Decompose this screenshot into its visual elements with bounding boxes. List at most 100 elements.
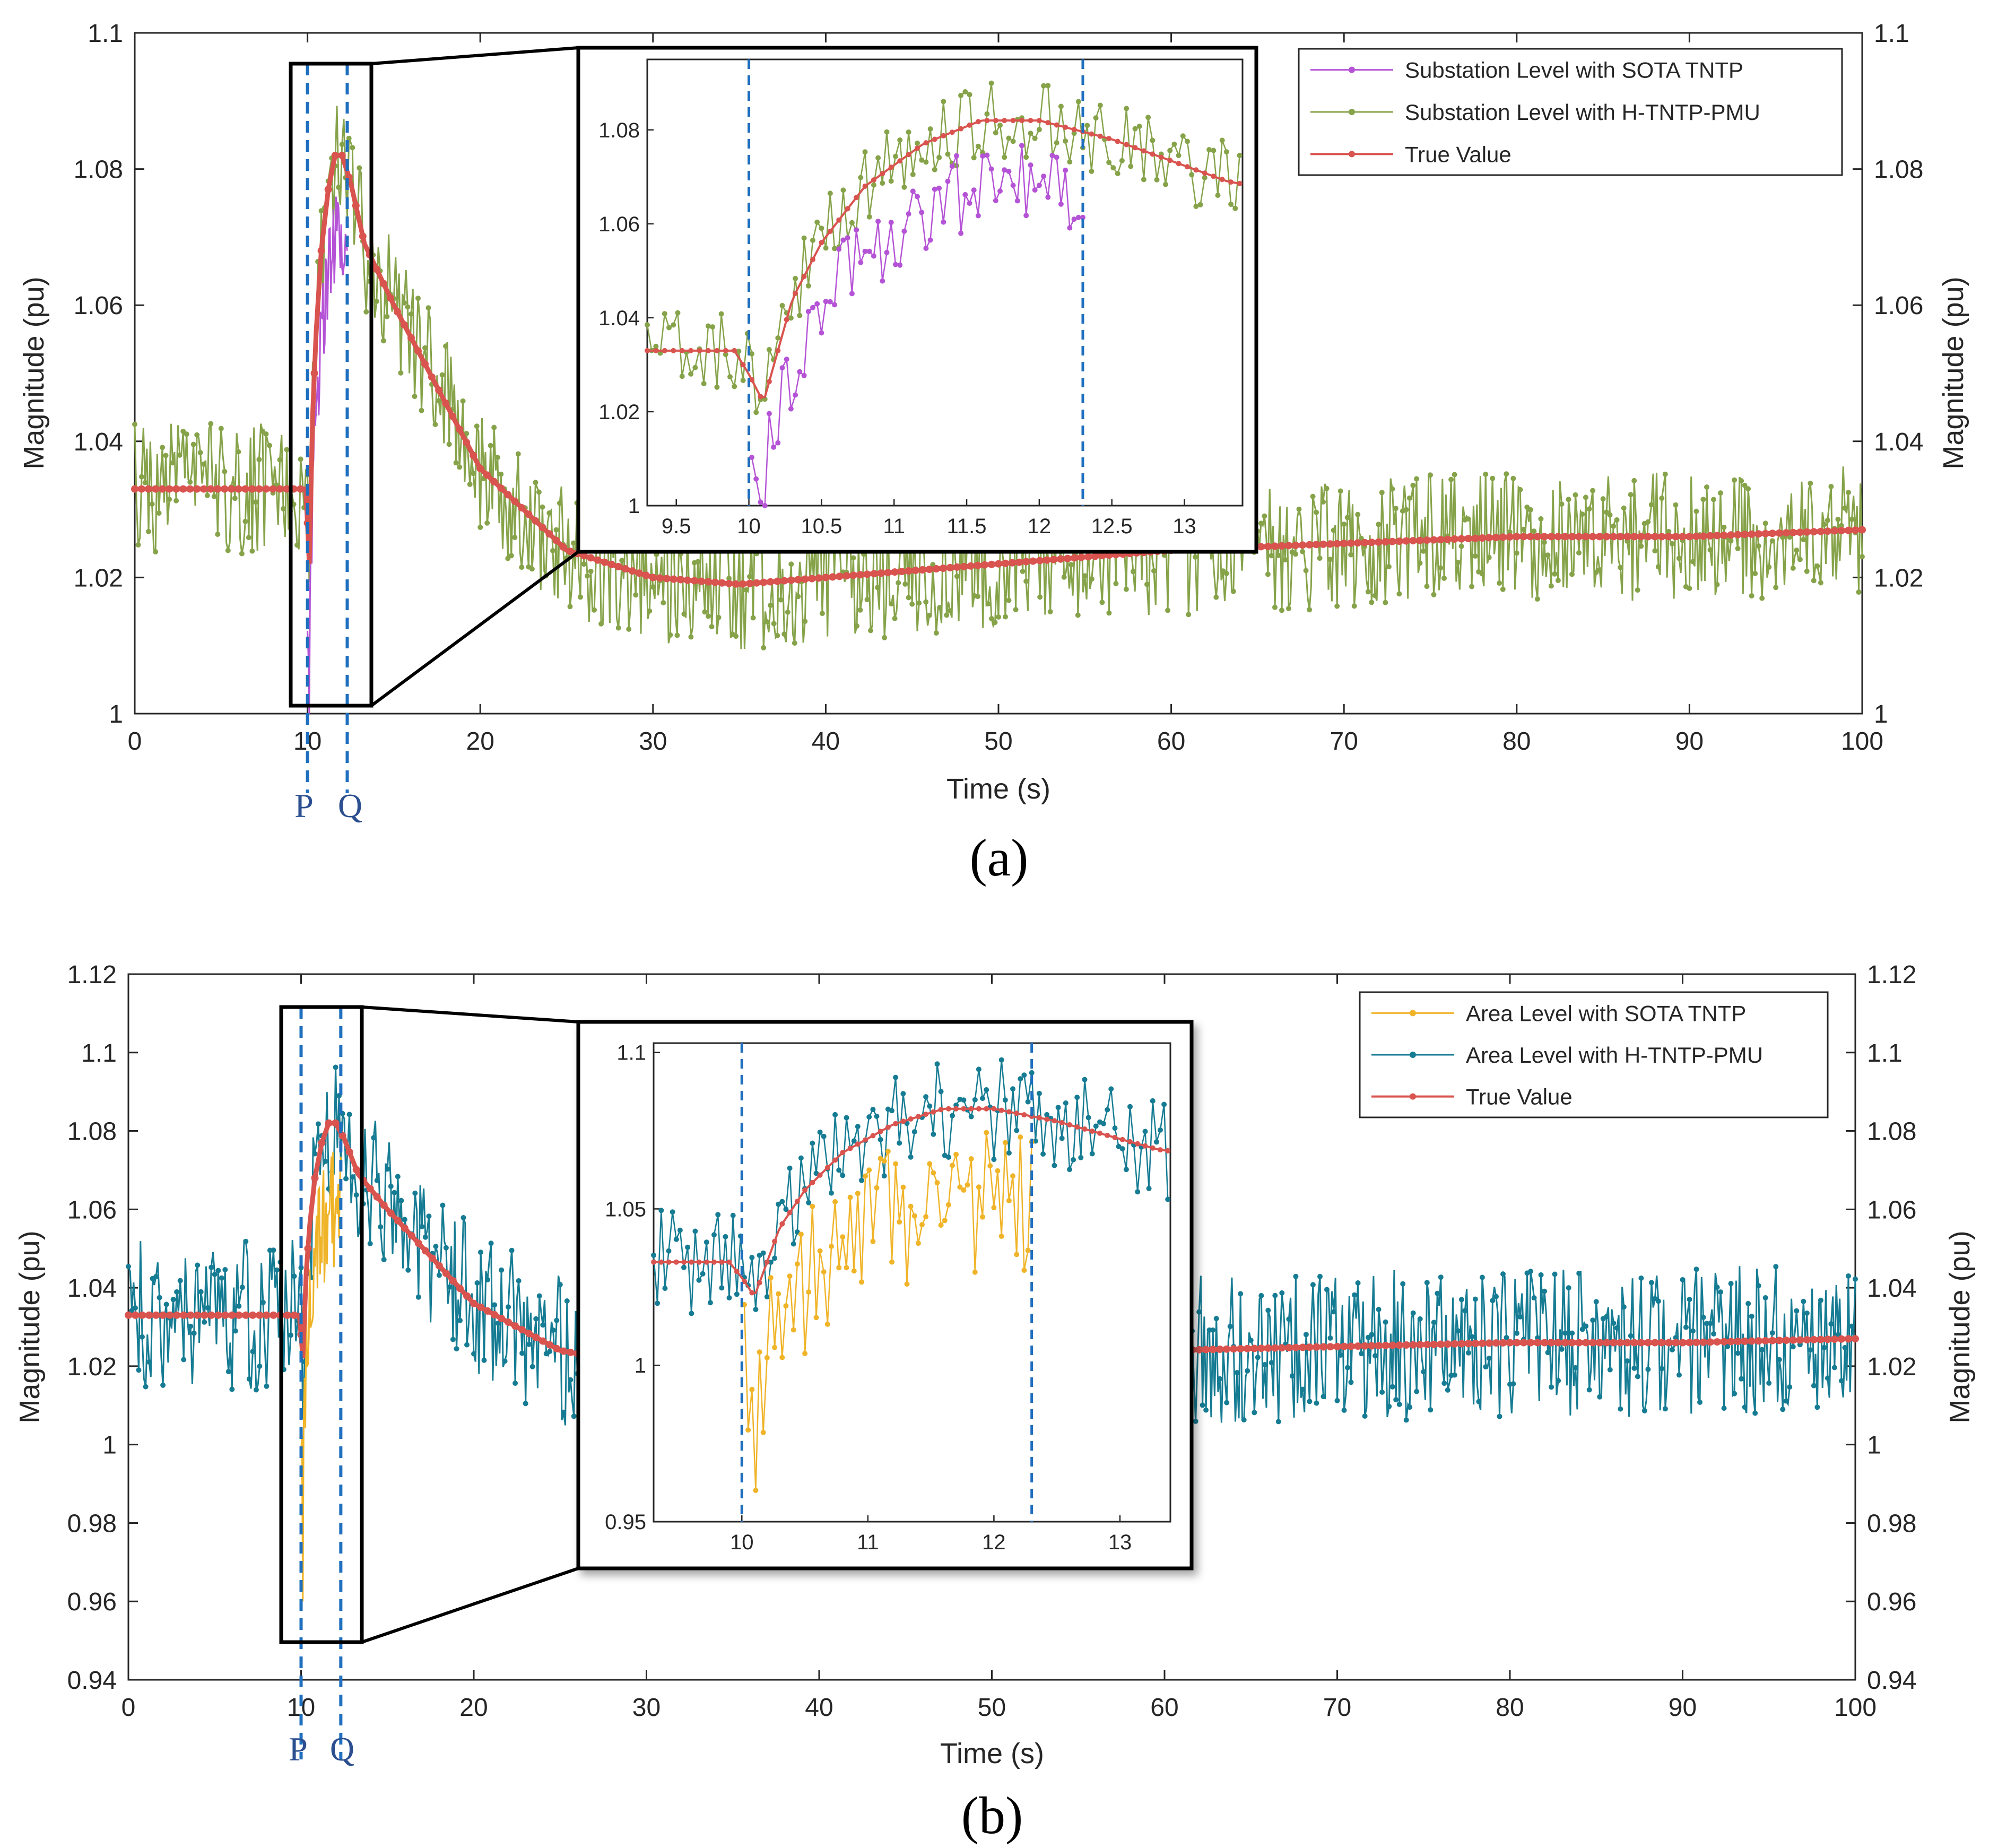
true-value-point <box>877 569 885 577</box>
inset-true-value-point <box>1165 1148 1171 1153</box>
inset-htntp-point <box>1078 1155 1084 1160</box>
inset-sota-point <box>945 178 951 184</box>
htntp-point <box>1255 1355 1261 1360</box>
htntp-point <box>1269 1360 1274 1366</box>
inset-htntp-point <box>1127 1104 1133 1109</box>
htntp-point <box>598 621 604 627</box>
true-value-point <box>428 1254 436 1262</box>
inset-htntp-point <box>801 235 807 241</box>
true-value-point <box>1237 1345 1245 1353</box>
true-value-point <box>525 1330 533 1338</box>
htntp-point <box>1662 471 1668 477</box>
true-value-point <box>1464 535 1472 542</box>
inset-x-tick-label: 9.5 <box>662 515 691 538</box>
x-tick-label: 50 <box>978 1694 1006 1722</box>
true-value-point <box>1015 558 1023 566</box>
htntp-point <box>195 1262 201 1268</box>
htntp-point <box>1842 505 1848 511</box>
htntp-point <box>481 1357 487 1363</box>
y-tick-label: 1.04 <box>67 1274 117 1303</box>
htntp-point <box>1369 1332 1375 1338</box>
htntp-point <box>1707 547 1713 553</box>
true-value-point <box>780 577 788 585</box>
y-tick-label-right: 1.12 <box>1867 961 1916 989</box>
inset-htntp-point <box>645 322 650 328</box>
legend-label: Area Level with H-TNTP-PMU <box>1466 1043 1763 1068</box>
htntp-point <box>1151 568 1157 574</box>
htntp-point <box>923 599 929 605</box>
true-value-point <box>1375 538 1383 546</box>
inset-sota-point <box>766 411 772 417</box>
htntp-point <box>1808 480 1813 486</box>
true-value-point <box>194 1311 202 1319</box>
true-value-point <box>1589 533 1597 541</box>
inset-sota-point <box>798 1231 804 1237</box>
inset-sota-point <box>1045 194 1051 200</box>
true-value-point <box>1561 533 1569 541</box>
inset-sota-point <box>866 1167 872 1173</box>
htntp-point <box>529 1364 535 1369</box>
true-value-point <box>1513 533 1521 541</box>
htntp-point <box>1327 557 1333 562</box>
inset-sota-point <box>911 1213 917 1219</box>
inset-sota-point <box>915 194 920 199</box>
inset-htntp-point <box>775 335 781 341</box>
htntp-point <box>568 1377 574 1383</box>
true-value-point <box>1306 1343 1314 1351</box>
x-tick-label: 100 <box>1834 1694 1877 1722</box>
htntp-point <box>1213 1316 1219 1322</box>
htntp-point <box>194 432 200 438</box>
htntp-point <box>1386 564 1392 569</box>
htntp-point <box>1314 1400 1319 1406</box>
true-value-point <box>366 1185 374 1193</box>
inset-y-tick-label: 1 <box>635 1354 646 1377</box>
htntp-point <box>1669 541 1675 546</box>
true-value-point <box>635 569 643 577</box>
inset-sota-point <box>1018 1134 1023 1140</box>
htntp-point <box>1352 1292 1358 1298</box>
inset-true-value-point <box>779 1221 785 1227</box>
true-value-point <box>1852 1335 1859 1343</box>
inset-htntp-point <box>1029 1070 1035 1075</box>
inset-true-value-point <box>1112 1134 1118 1140</box>
x-axis-label-b: Time (s) <box>940 1738 1044 1769</box>
true-value-point <box>283 485 291 493</box>
true-value-point <box>1361 539 1369 546</box>
inset-true-value-point <box>961 1106 967 1112</box>
htntp-point <box>1721 524 1727 530</box>
inset-htntp-point <box>941 99 946 105</box>
inset-sota-point <box>840 237 846 243</box>
true-value-point <box>1561 1339 1569 1347</box>
inset-sota-point <box>984 152 990 158</box>
legend-label: Substation Level with H-TNTP-PMU <box>1405 100 1760 125</box>
htntp-point <box>747 574 753 579</box>
inset-sota-point <box>829 1244 834 1249</box>
htntp-point <box>467 481 473 487</box>
inset-true-value-point <box>824 1165 830 1170</box>
htntp-point <box>702 609 708 615</box>
inset-sota-point <box>1010 183 1016 188</box>
inset-htntp-point <box>967 92 972 98</box>
inset-htntp-point <box>1093 1123 1099 1129</box>
htntp-point <box>1099 600 1105 605</box>
htntp-point <box>1769 538 1775 544</box>
htntp-point <box>1296 506 1302 512</box>
true-value-point <box>1568 533 1576 541</box>
htntp-point <box>1438 1274 1444 1280</box>
inset-sota-point <box>758 499 763 505</box>
true-value-point <box>241 485 249 493</box>
inset-htntp-point <box>1219 137 1225 143</box>
inset-htntp-point <box>1123 1167 1129 1173</box>
inset-sota-point <box>844 1265 849 1271</box>
htntp-point <box>674 632 680 638</box>
inset-true-value-point <box>908 1116 914 1122</box>
y-tick-label-right: 1.1 <box>1874 20 1909 48</box>
inset-htntp-point <box>653 343 659 349</box>
true-value-point <box>1361 1342 1369 1350</box>
htntp-point <box>1490 1298 1496 1304</box>
htntp-point <box>1293 1273 1299 1279</box>
htntp-point <box>578 594 583 600</box>
inset-htntp-point <box>1010 1086 1015 1092</box>
true-value-point <box>1519 533 1527 541</box>
